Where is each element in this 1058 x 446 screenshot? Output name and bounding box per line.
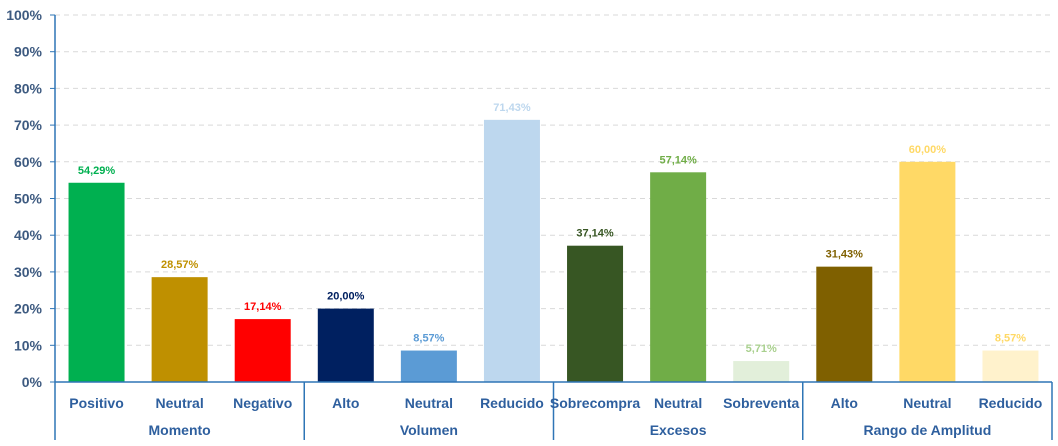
category-label: Reducido	[979, 395, 1043, 411]
gridlines	[55, 14, 1052, 346]
y-axis-tick-labels: 0% 10% 20% 30% 40% 50% 60% 70% 80% 90% 100%	[6, 7, 42, 390]
group-labels: Momento Volumen Excesos Rango de Amplitud	[149, 422, 992, 438]
category-label: Sobrecompra	[550, 395, 640, 411]
bar	[567, 245, 624, 382]
category-label: Neutral	[903, 395, 951, 411]
bar	[151, 277, 208, 382]
y-tick-label: 10%	[14, 337, 43, 353]
category-label: Neutral	[405, 395, 453, 411]
y-tick-label: 0%	[22, 374, 43, 390]
data-label: 71,43%	[493, 102, 531, 114]
bar	[816, 266, 873, 382]
bar	[982, 350, 1039, 382]
bar	[68, 182, 125, 382]
category-label: Alto	[332, 395, 359, 411]
data-label: 31,43%	[826, 249, 864, 261]
bar	[400, 350, 457, 382]
data-label: 37,14%	[576, 228, 614, 240]
bar	[733, 361, 790, 382]
bar	[899, 161, 956, 382]
group-label: Excesos	[650, 422, 707, 438]
y-tick-label: 30%	[14, 264, 43, 280]
category-label: Reducido	[480, 395, 544, 411]
y-tick-label: 50%	[14, 191, 43, 207]
data-label: 8,57%	[413, 333, 444, 345]
y-tick-label: 70%	[14, 117, 43, 133]
y-tick-label: 20%	[14, 301, 43, 317]
category-label: Neutral	[654, 395, 702, 411]
data-labels: 54,29% 28,57% 17,14% 20,00% 8,57% 71,43% 37,14…	[78, 102, 1026, 355]
bars	[68, 119, 1039, 382]
y-tick-label: 80%	[14, 80, 43, 96]
bar	[234, 319, 291, 382]
data-label: 20,00%	[327, 291, 365, 303]
data-label: 28,57%	[161, 259, 199, 271]
category-label: Neutral	[156, 395, 204, 411]
y-tick-label: 60%	[14, 154, 43, 170]
group-label: Volumen	[400, 422, 458, 438]
data-label: 54,29%	[78, 165, 116, 177]
data-label: 60,00%	[909, 144, 947, 156]
category-label: Positivo	[69, 395, 123, 411]
data-label: 17,14%	[244, 301, 282, 313]
group-label: Rango de Amplitud	[863, 422, 991, 438]
category-label: Alto	[831, 395, 858, 411]
y-tick-label: 90%	[14, 44, 43, 60]
bar	[317, 308, 374, 382]
data-label: 5,71%	[746, 343, 777, 355]
bar	[483, 119, 540, 382]
y-tick-label: 40%	[14, 227, 43, 243]
category-label: Sobreventa	[723, 395, 799, 411]
data-label: 57,14%	[659, 154, 697, 166]
category-label: Negativo	[233, 395, 292, 411]
category-labels: Positivo Neutral Negativo Alto Neutral Reduci…	[69, 395, 1042, 411]
axes	[50, 14, 1053, 440]
data-label: 8,57%	[995, 333, 1026, 345]
y-tick-label: 100%	[6, 7, 42, 23]
bar	[650, 172, 707, 382]
group-label: Momento	[149, 422, 211, 438]
